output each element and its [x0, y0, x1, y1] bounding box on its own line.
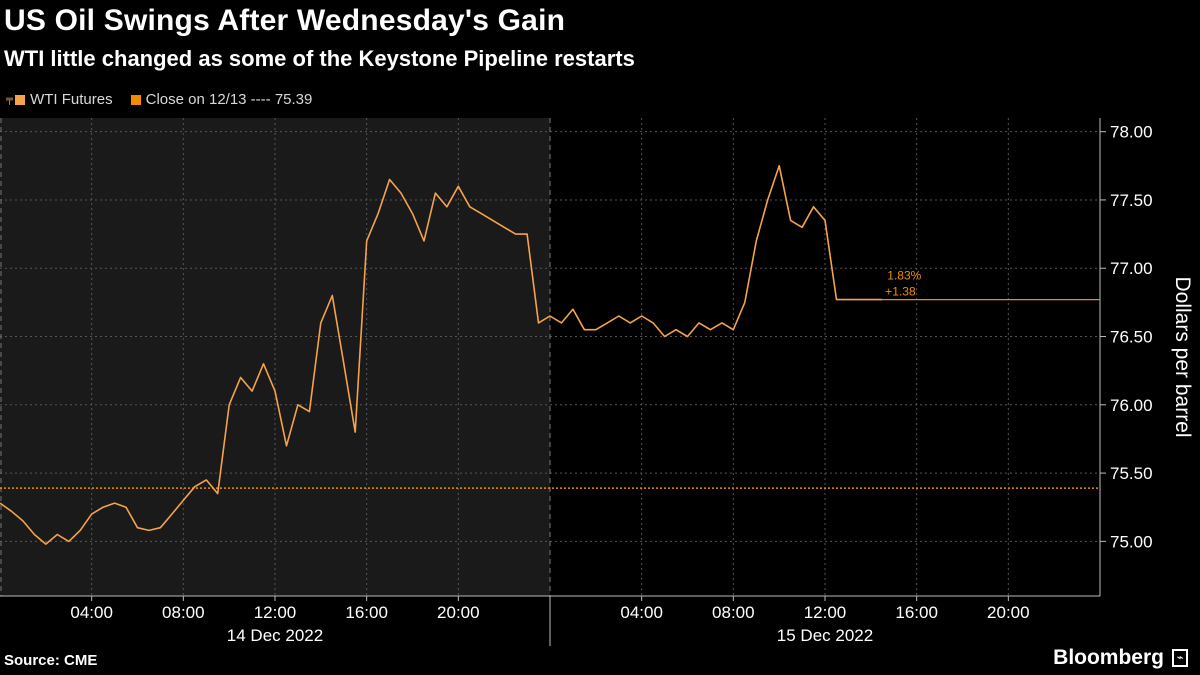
- x-tick-label: 08:00: [162, 603, 205, 622]
- legend-swatch-wti: [15, 94, 26, 105]
- previous-day-shade: [0, 118, 550, 596]
- change-abs-label: +1.38: [885, 285, 916, 299]
- x-tick-label: 08:00: [712, 603, 755, 622]
- chart-title: US Oil Swings After Wednesday's Gain: [4, 4, 566, 37]
- brand-logo: Bloomberg ⌁: [1053, 646, 1188, 670]
- axes: [0, 118, 1106, 646]
- x-tick-label: 04:00: [620, 603, 663, 622]
- date-label: 14 Dec 2022: [227, 626, 323, 645]
- source-note: Source: CME: [4, 652, 98, 669]
- x-tick-label: 16:00: [345, 603, 388, 622]
- y-tick-label: 75.50: [1110, 464, 1153, 483]
- chart-subtitle: WTI little changed as some of the Keysto…: [4, 46, 635, 71]
- series-line-wti: [0, 165, 883, 545]
- y-tick-label: 77.50: [1110, 191, 1153, 210]
- x-tick-label: 16:00: [895, 603, 938, 622]
- legend-label-close: Close on 12/13 ---- 75.39: [145, 91, 313, 108]
- bloomberg-mark-icon: ⌁: [1172, 649, 1188, 667]
- legend-swatch-close: [130, 94, 141, 105]
- x-tick-label: 12:00: [254, 603, 297, 622]
- x-tick-label: 12:00: [804, 603, 847, 622]
- y-tick-label: 76.00: [1110, 396, 1153, 415]
- legend-item-close: Close on 12/13 ---- 75.39: [130, 91, 313, 108]
- x-tick-labels: 04:00 08:00 12:00 16:00 20:00 04:00 08:00 12:00…: [70, 603, 1029, 645]
- legend-label-wti: WTI Futures: [30, 91, 113, 108]
- y-tick-label: 75.00: [1110, 532, 1153, 551]
- legend: ╤ WTI Futures Close on 12/13 ---- 75.39: [6, 91, 330, 108]
- y-tick-labels: 75.00 75.50 76.00 76.50 77.00 77.50 78.00: [1110, 123, 1153, 552]
- brand-name: Bloomberg: [1053, 646, 1164, 669]
- date-label: 15 Dec 2022: [777, 626, 873, 645]
- legend-item-wti: ╤ WTI Futures: [6, 91, 113, 108]
- y-tick-label: 77.00: [1110, 259, 1153, 278]
- line-marker-icon: ╤: [6, 94, 14, 105]
- change-pct-label: 1.83%: [887, 269, 921, 283]
- gridlines: [0, 118, 1100, 596]
- x-tick-label: 04:00: [70, 603, 113, 622]
- y-axis-label: Dollars per barrel: [1171, 276, 1194, 437]
- x-tick-label: 20:00: [437, 603, 480, 622]
- y-tick-label: 78.00: [1110, 123, 1153, 142]
- x-tick-label: 20:00: [987, 603, 1030, 622]
- y-tick-label: 76.50: [1110, 328, 1153, 347]
